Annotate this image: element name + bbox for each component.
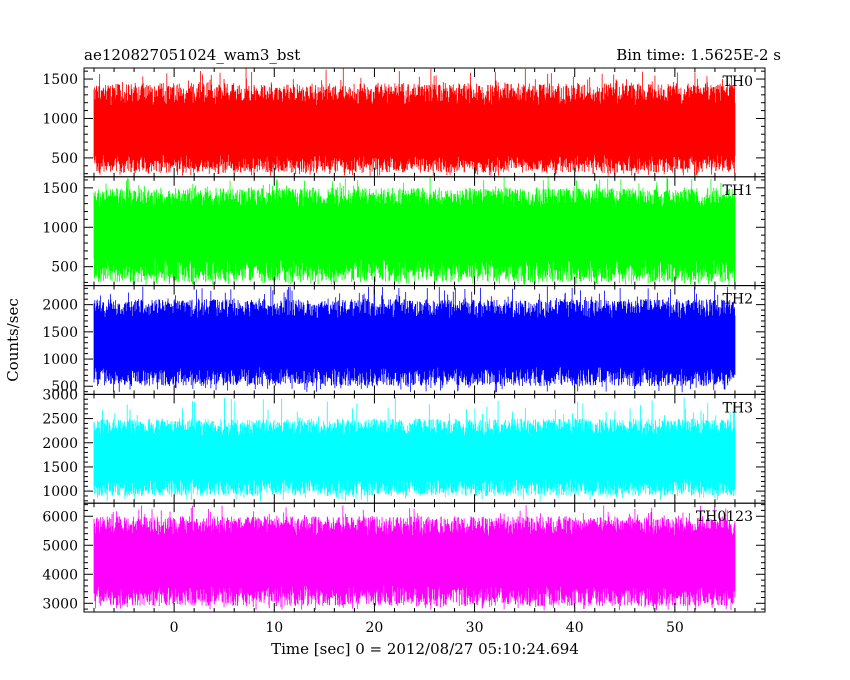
bin-time-label: Bin time: 1.5625E-2 s (616, 46, 781, 64)
x-tick-label: 20 (366, 620, 384, 636)
y-tick-label: 4000 (42, 567, 78, 583)
y-tick-label: 1000 (42, 220, 78, 236)
series-th2 (93, 286, 736, 393)
series-th1 (93, 177, 736, 285)
y-tick-label: 5000 (42, 538, 78, 554)
panel-label-th0: TH0 (723, 74, 753, 90)
x-tick-label: 40 (566, 620, 584, 636)
y-tick-label: 6000 (42, 509, 78, 525)
x-tick-label: 50 (666, 620, 684, 636)
series-th3 (93, 397, 736, 502)
y-tick-label: 2000 (42, 298, 78, 314)
x-axis: 0 10 20 30 40 50 (170, 620, 684, 636)
y-tick-label: 1000 (42, 484, 78, 500)
panel-label-th0123: TH0123 (696, 509, 753, 525)
y-tick-label: 1000 (42, 111, 78, 127)
panel-th1: 500 1000 1500 TH1 (42, 176, 766, 287)
panel-label-th2: TH2 (723, 292, 753, 308)
y-tick-label: 1500 (42, 325, 78, 341)
y-tick-label: 2000 (42, 436, 78, 452)
panels-group: 500 1000 1500 TH0 500 1000 1500 TH1 500 1000 1500 2… (42, 67, 766, 613)
y-tick-label: 1500 (42, 181, 78, 197)
panel-frame (83, 502, 766, 613)
y-tick-label: 500 (51, 260, 78, 276)
x-tick-label: 30 (466, 620, 484, 636)
y-tick-label: 1500 (42, 72, 78, 88)
y-tick-label: 2500 (42, 412, 78, 428)
panel-label-th1: TH1 (723, 183, 753, 199)
y-tick-label: 1000 (42, 352, 78, 368)
x-axis-label: Time [sec] 0 = 2012/08/27 05:10:24.694 (271, 640, 579, 658)
x-tick-label: 10 (265, 620, 283, 636)
series-th0 (93, 68, 736, 176)
panel-th0123: 3000 4000 5000 6000 TH0123 (42, 502, 766, 613)
y-tick-label: 3000 (42, 387, 78, 403)
chart-title: ae120827051024_wam3_bst (84, 46, 300, 64)
y-axis-label: Counts/sec (4, 298, 22, 382)
panel-label-th3: TH3 (723, 400, 753, 416)
y-tick-label: 500 (51, 379, 78, 395)
series-th0123 (93, 505, 736, 611)
panel-th0: 500 1000 1500 TH0 (42, 67, 766, 178)
x-tick-label: 0 (170, 620, 179, 636)
y-tick-label: 1500 (42, 460, 78, 476)
panel-th2: 500 1000 1500 2000 TH2 (42, 285, 766, 395)
y-tick-label: 3000 (42, 596, 78, 612)
panel-th3: 1000 1500 2000 2500 3000 TH3 (42, 387, 766, 504)
y-tick-label: 500 (51, 151, 78, 167)
